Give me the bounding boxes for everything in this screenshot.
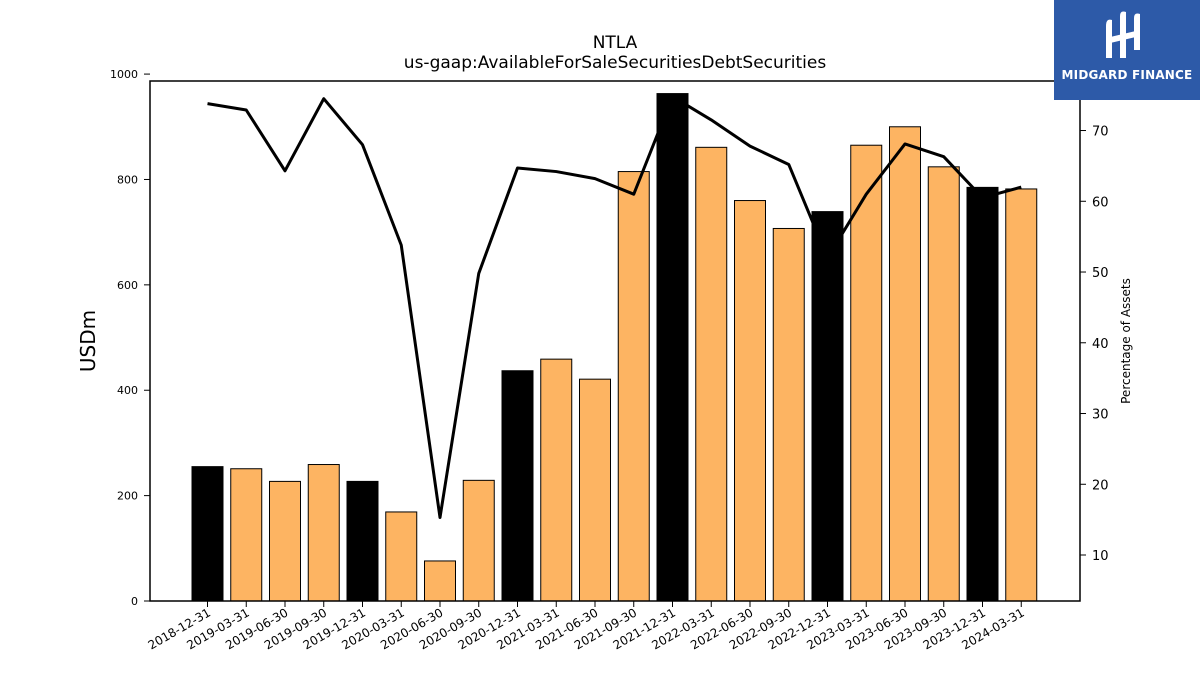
bar-2023-03-31 bbox=[850, 144, 883, 602]
bar-2021-03-31 bbox=[540, 358, 573, 602]
bar-2018-12-31 bbox=[191, 466, 224, 602]
chart-subtitle: us-gaap:AvailableForSaleSecuritiesDebtSe… bbox=[404, 53, 827, 73]
y-tick-label: 400 bbox=[117, 384, 138, 397]
y2-tick-label: 30 bbox=[1092, 408, 1109, 423]
bar-2024-03-31 bbox=[1005, 188, 1038, 602]
midgard-finance-logo: MIDGARD FINANCE bbox=[1054, 0, 1200, 100]
y2-axis-label: Percentage of Assets bbox=[1119, 278, 1133, 404]
y2-tick-label: 20 bbox=[1092, 478, 1109, 493]
chart-title: NTLA bbox=[593, 33, 638, 53]
bar-2020-06-30 bbox=[424, 560, 456, 602]
x-axis: 2018-12-312019-03-312019-06-302019-09-30… bbox=[146, 601, 1027, 652]
y-axis-right: 10 20 30 40 50 60 70 bbox=[1080, 125, 1109, 564]
logo-text: MIDGARD FINANCE bbox=[1061, 68, 1193, 82]
bar-2022-09-30 bbox=[772, 227, 805, 602]
y2-tick-label: 40 bbox=[1092, 337, 1109, 352]
y2-tick-label: 70 bbox=[1092, 125, 1109, 140]
bar-2020-12-31 bbox=[501, 370, 534, 602]
bar-2019-03-31 bbox=[230, 468, 263, 602]
y-axis-label: USDm bbox=[76, 310, 100, 372]
bar-2020-03-31 bbox=[385, 511, 418, 602]
y-axis-left: 0 200 400 600 800 1000 bbox=[110, 68, 150, 608]
y-tick-label: 600 bbox=[117, 279, 138, 292]
y-tick-label: 0 bbox=[131, 595, 138, 608]
y2-tick-label: 10 bbox=[1092, 549, 1109, 564]
bar-2022-03-31 bbox=[695, 146, 728, 602]
plot-frame bbox=[149, 80, 1081, 602]
percentage-line bbox=[207, 95, 1022, 520]
bar-2022-12-31 bbox=[811, 211, 844, 602]
y2-tick-label: 60 bbox=[1092, 195, 1109, 210]
bar-2020-09-30 bbox=[462, 479, 495, 602]
y-tick-label: 800 bbox=[117, 173, 138, 186]
bar-2021-09-30 bbox=[617, 171, 650, 602]
bar-2022-06-30 bbox=[734, 200, 766, 602]
bar-2023-06-30 bbox=[889, 126, 921, 602]
bar-2023-12-31 bbox=[966, 186, 999, 602]
bar-2023-09-30 bbox=[927, 166, 960, 602]
midgard-logo-icon bbox=[1106, 11, 1140, 59]
bar-2019-12-31 bbox=[346, 480, 379, 602]
bars-layer bbox=[191, 93, 1038, 602]
y2-tick-label: 50 bbox=[1092, 266, 1109, 281]
y-tick-label: 1000 bbox=[110, 68, 138, 81]
bar-2021-06-30 bbox=[579, 378, 611, 602]
bar-2021-12-31 bbox=[656, 93, 689, 602]
line-layer bbox=[207, 95, 1022, 520]
bar-2019-09-30 bbox=[307, 464, 340, 602]
bar-2019-06-30 bbox=[269, 480, 301, 602]
y-tick-label: 200 bbox=[117, 490, 138, 503]
